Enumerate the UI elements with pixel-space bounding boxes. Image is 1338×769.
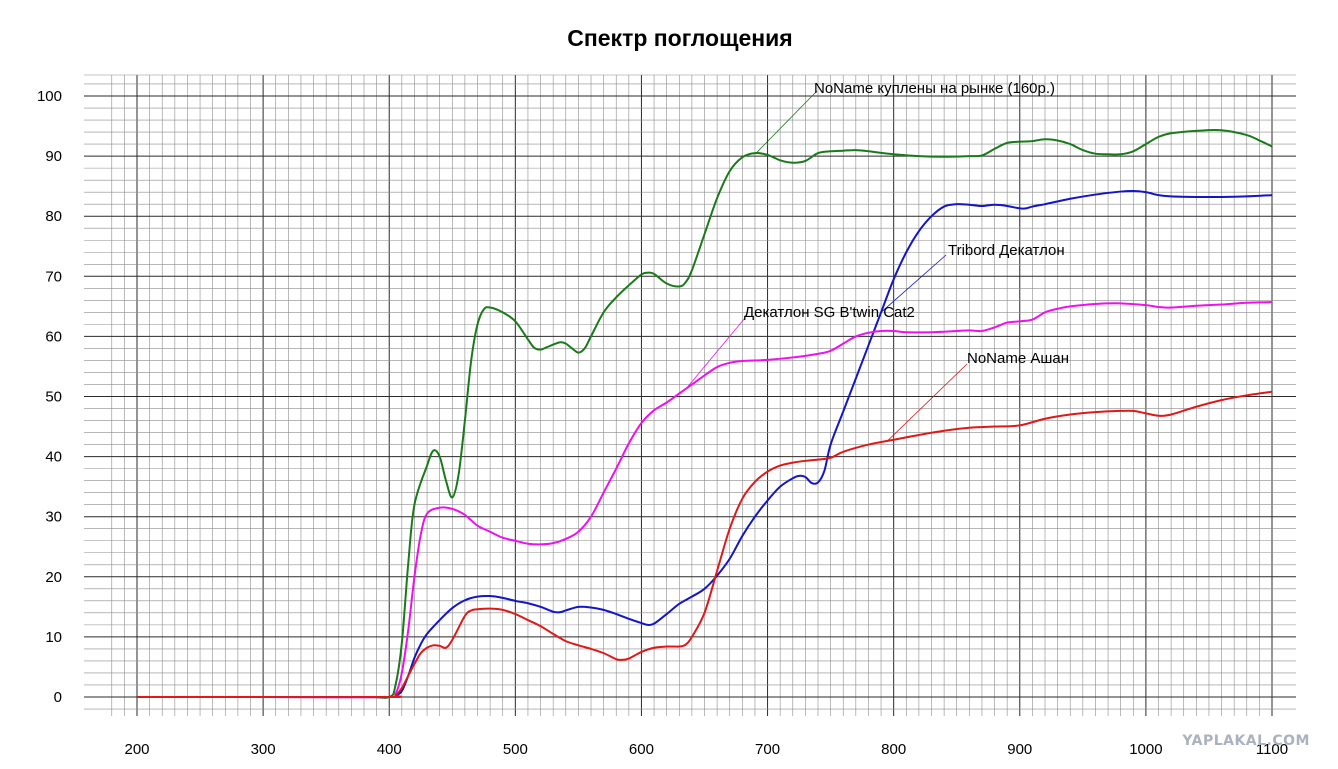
annotation-leader-line	[880, 254, 947, 313]
chart-grid	[84, 74, 1296, 716]
y-tick-label: 30	[45, 509, 62, 526]
x-tick-label: 400	[377, 741, 402, 758]
x-tick-label: 1100	[1256, 741, 1288, 758]
axis-tick-labels: 200 300 400 500 600 700 800 900 1000 1100 0 10 20 30 4…	[37, 88, 1288, 758]
y-tick-label: 90	[45, 148, 62, 165]
annotation-leader-line	[754, 90, 818, 155]
x-tick-label: 1000	[1129, 741, 1162, 758]
series-line-0	[136, 128, 1273, 699]
chart-title: Спектр поглощения	[567, 25, 792, 51]
y-tick-label: 0	[54, 689, 62, 706]
y-tick-label: 40	[45, 449, 62, 466]
y-tick-label: 10	[45, 629, 62, 646]
series-line-3	[136, 390, 1273, 699]
annotation-label: NoName куплены на рынке (160р.)	[814, 80, 1055, 97]
x-tick-label: 700	[755, 741, 780, 758]
y-tick-label: 70	[45, 268, 62, 285]
y-tick-label: 60	[45, 328, 62, 345]
y-tick-label: 50	[45, 389, 62, 406]
y-tick-label: 100	[37, 88, 62, 105]
annotation-leader-line	[685, 317, 746, 390]
x-tick-label: 500	[503, 741, 528, 758]
y-tick-label: 80	[45, 208, 62, 225]
x-tick-label: 200	[124, 741, 149, 758]
series-line-1	[136, 189, 1273, 699]
annotation-label: Tribord Декатлон	[948, 242, 1065, 259]
x-tick-label: 900	[1007, 741, 1032, 758]
series-line-2	[136, 301, 1273, 699]
x-tick-label: 800	[881, 741, 906, 758]
chart-series	[136, 128, 1273, 699]
y-tick-label: 20	[45, 569, 62, 586]
x-tick-label: 600	[629, 741, 654, 758]
x-tick-label: 300	[251, 741, 276, 758]
annotation-label: Декатлон SG B'twin Cat2	[744, 304, 915, 321]
watermark: YAPLAKAL.COM	[1181, 733, 1310, 749]
annotation-leader-line	[887, 363, 968, 442]
series-annotations: NoName куплены на рынке (160р.) Tribord Д…	[685, 80, 1069, 442]
annotation-label: NoName Ашан	[967, 350, 1069, 367]
